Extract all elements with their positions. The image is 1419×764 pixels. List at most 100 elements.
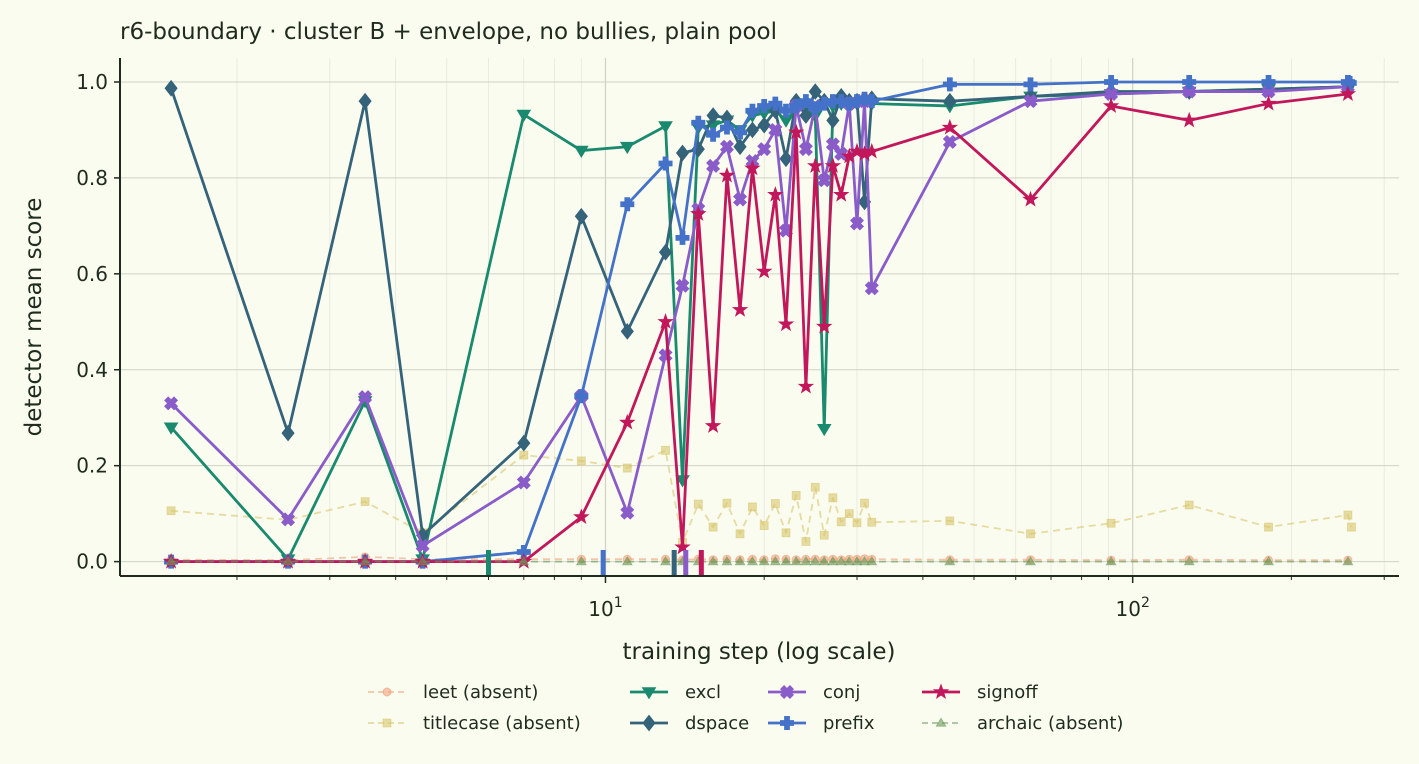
data-point (945, 516, 955, 526)
data-point (807, 157, 824, 173)
data-point (675, 278, 690, 293)
y-tick-label: 0.0 (76, 550, 108, 574)
legend-swatch-marker (641, 687, 657, 700)
data-point (1024, 556, 1036, 566)
x-axis-label: training step (log scale) (622, 639, 895, 665)
legend-item: dspace (630, 713, 749, 734)
legend-item: titlecase (absent) (368, 713, 581, 734)
legend-label: signoff (977, 682, 1038, 703)
data-point (1026, 529, 1035, 539)
data-point (808, 83, 822, 100)
legend-label: titlecase (absent) (423, 713, 581, 734)
data-point (819, 530, 829, 540)
data-point (164, 396, 179, 411)
legend: leet (absent) titlecase (absent) excl dspac… (368, 682, 1123, 734)
data-point (824, 157, 842, 173)
data-point (851, 556, 863, 566)
data-point (767, 186, 784, 202)
data-point (166, 506, 176, 516)
series-archaic-absent (165, 556, 1354, 566)
data-point (863, 142, 880, 159)
data-point (1106, 518, 1116, 528)
data-point (574, 389, 589, 404)
data-point (674, 538, 691, 555)
data-point (619, 413, 636, 430)
data-point (704, 417, 722, 433)
series-group (162, 74, 1357, 569)
data-point (827, 556, 839, 566)
data-point (733, 125, 748, 140)
data-point (620, 505, 635, 520)
data-point (859, 556, 871, 566)
data-point (657, 313, 674, 329)
legend-item: leet (absent) (368, 682, 538, 703)
data-point (769, 556, 781, 566)
data-point (706, 158, 721, 173)
legend-label: dspace (685, 713, 749, 734)
y-tick-label: 0.4 (76, 358, 108, 382)
data-point (358, 390, 373, 405)
onset-marker (486, 550, 492, 576)
data-point (733, 192, 748, 207)
legend-swatch-marker (642, 714, 656, 732)
y-tick-label: 1.0 (76, 70, 108, 94)
data-point (163, 422, 179, 435)
legend-item: excl (630, 682, 721, 703)
data-point (745, 121, 759, 139)
data-point (359, 556, 371, 566)
data-point (675, 144, 690, 162)
data-point (941, 118, 959, 135)
data-point (768, 96, 783, 111)
data-point (1264, 522, 1273, 532)
data-point (866, 556, 878, 566)
data-point (942, 77, 957, 92)
data-point (621, 556, 633, 566)
data-point (576, 456, 586, 466)
data-point (826, 112, 840, 129)
data-point (757, 142, 772, 157)
data-point (798, 142, 813, 157)
legend-item: signoff (922, 682, 1038, 703)
data-point (518, 556, 530, 566)
data-point (519, 450, 529, 460)
data-point (857, 91, 872, 106)
data-point (1182, 84, 1197, 99)
data-point (1261, 84, 1276, 99)
data-point (658, 243, 673, 261)
data-point (797, 377, 815, 394)
data-point (778, 103, 793, 118)
legend-item: prefix (768, 713, 875, 734)
data-point (575, 556, 587, 566)
data-point (574, 145, 589, 158)
data-point (757, 98, 772, 113)
data-point (165, 556, 177, 566)
y-axis-label: detector mean score (21, 198, 47, 437)
data-point (780, 556, 792, 566)
legend-label: conj (823, 682, 860, 703)
data-point (658, 156, 673, 171)
data-point (836, 517, 846, 527)
chart-title: r6-boundary · cluster B + envelope, no b… (120, 19, 777, 45)
data-point (843, 556, 855, 566)
data-point (777, 315, 795, 332)
data-point (516, 475, 531, 490)
data-point (1022, 190, 1039, 207)
data-point (844, 509, 854, 519)
data-point (745, 103, 760, 118)
data-point (516, 109, 532, 122)
data-point (690, 205, 707, 221)
data-point (789, 98, 804, 113)
data-point (755, 262, 773, 279)
data-point (675, 230, 690, 245)
data-point (864, 281, 879, 296)
data-point (722, 498, 732, 508)
data-point (164, 79, 178, 97)
data-point (282, 556, 294, 566)
data-point (810, 482, 820, 492)
x-tick-label: 102 (1115, 595, 1149, 621)
data-point (620, 197, 635, 212)
data-point (1184, 500, 1194, 510)
data-point (1102, 97, 1120, 113)
data-point (360, 497, 370, 507)
